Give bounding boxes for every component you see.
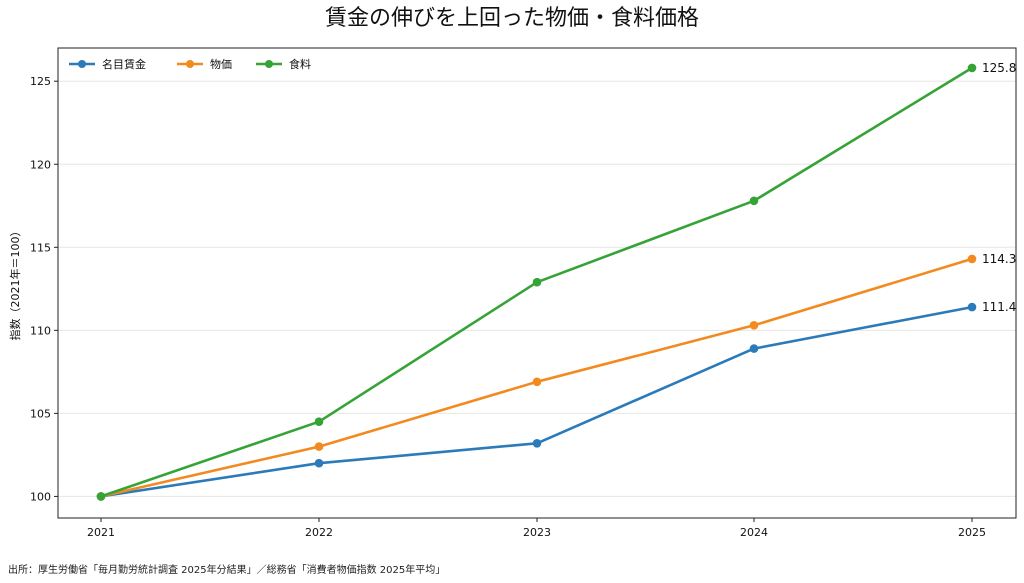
data-point: [967, 63, 977, 73]
data-label: 125.8: [982, 61, 1016, 75]
y-tick-label: 100: [30, 490, 51, 503]
y-tick-label: 105: [30, 407, 51, 420]
data-point: [314, 442, 324, 451]
data-point: [314, 417, 324, 427]
series-2: 114.3: [96, 252, 1016, 501]
legend-label: 食料: [289, 57, 311, 71]
y-tick-label: 120: [30, 158, 51, 171]
gridlines: [58, 80, 1016, 497]
legend-item: 名目賃金: [69, 57, 146, 71]
data-point: [314, 458, 324, 468]
data-point: [96, 492, 106, 501]
y-tick-label: 115: [30, 241, 51, 254]
source-note: 出所：厚生労働省「毎月勤労統計調査 2025年分結果」／総務省「消費者物価指数 …: [8, 565, 446, 576]
data-point: [532, 377, 542, 387]
legend-label: 名目賃金: [102, 57, 146, 71]
y-axis-label: 指数（2021年＝100）: [8, 226, 22, 341]
data-point: [532, 439, 542, 448]
x-tick-label: 2024: [740, 526, 768, 539]
data-point: [749, 344, 759, 353]
series-line: [99, 305, 974, 498]
y-tick-label: 110: [30, 324, 51, 337]
data-point: [532, 277, 542, 287]
legend-marker: [265, 60, 273, 68]
axes: 100 105 110 115 120 125 2021 2022 2023 2024 2025: [30, 75, 986, 539]
x-tick-label: 2023: [523, 526, 551, 539]
x-tick-label: 2021: [87, 526, 115, 539]
legend: 名目賃金 物価 食料: [69, 57, 311, 71]
legend-marker: [78, 60, 86, 68]
y-tick-label: 125: [30, 75, 51, 88]
x-tick-label: 2022: [305, 526, 333, 539]
series-3: 125.8: [96, 61, 1016, 501]
data-point: [749, 321, 759, 330]
data-label: 114.3: [982, 252, 1016, 266]
data-point: [967, 254, 977, 264]
legend-label: 物価: [210, 57, 232, 71]
data-point: [967, 302, 977, 312]
data-point: [749, 196, 759, 206]
series-group: 111.4 114.3 125.8: [96, 61, 1016, 501]
data-label: 111.4: [982, 300, 1016, 314]
legend-marker: [186, 60, 194, 68]
legend-item: 食料: [256, 57, 311, 71]
legend-item: 物価: [177, 57, 232, 71]
x-tick-label: 2025: [958, 526, 986, 539]
chart-title: 賃金の伸びを上回った物価・食料価格: [324, 6, 699, 31]
